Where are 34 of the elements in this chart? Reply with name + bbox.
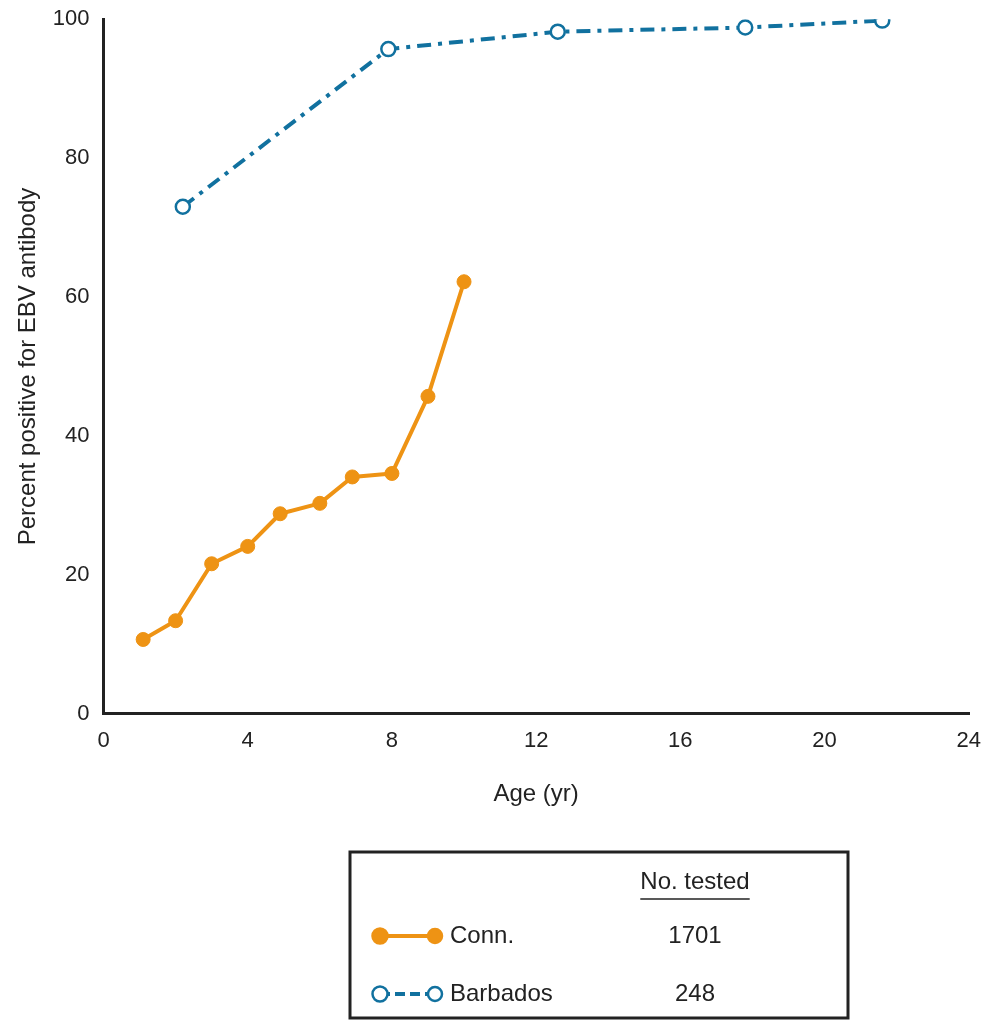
legend-label: Barbados (450, 978, 553, 1006)
point (549, 23, 567, 40)
point (380, 40, 397, 58)
point (135, 631, 151, 647)
text: 1701 (668, 920, 722, 948)
point (736, 19, 754, 36)
point (240, 538, 256, 554)
x-tick-label: 16 (668, 727, 693, 753)
x-tick-label: 4 (241, 727, 254, 753)
point (420, 388, 436, 404)
x-tick-label: 20 (812, 727, 837, 753)
x-axis-title: Age (yr) (493, 779, 579, 807)
legend-label: Conn. (450, 920, 515, 948)
y-tick-label: 0 (77, 699, 90, 725)
point (168, 613, 184, 629)
x-tick-label: 24 (956, 727, 982, 753)
y-tick-label: 60 (65, 283, 90, 309)
point (344, 469, 360, 485)
point (174, 198, 192, 215)
y-axis-title: Percent positive for EBV antibody (13, 187, 41, 546)
y-tick-label: 80 (65, 144, 90, 170)
x-tick-label: 12 (523, 727, 549, 753)
x-tick-label: 8 (385, 727, 399, 753)
y-tick-label: 100 (52, 5, 90, 31)
point (272, 506, 288, 522)
point (204, 556, 220, 572)
point (312, 495, 328, 511)
y-tick-label: 20 (65, 560, 90, 586)
point (384, 465, 400, 481)
text: 248 (674, 978, 716, 1006)
text: No. tested (640, 866, 750, 894)
point (456, 274, 472, 290)
y-tick-label: 40 (65, 422, 90, 448)
x-tick-label: 0 (97, 727, 110, 753)
